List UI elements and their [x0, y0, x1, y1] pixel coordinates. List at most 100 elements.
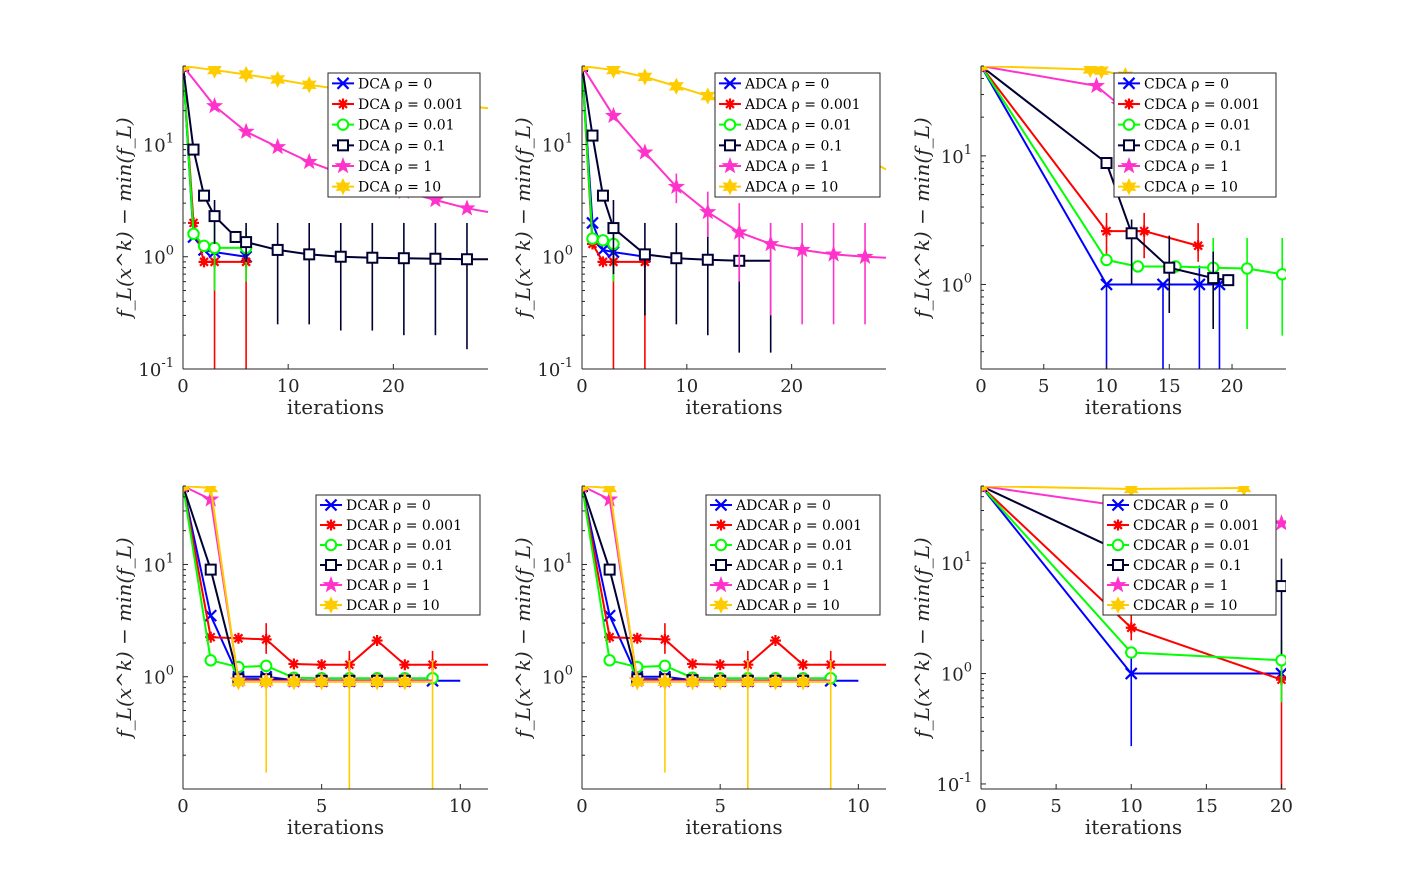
legend-label: CDCA ρ = 1 — [1144, 159, 1229, 175]
legend-box — [315, 494, 481, 616]
legend-item: DCAR ρ = 0.001 — [320, 518, 462, 534]
legend-label: DCA ρ = 0.1 — [358, 138, 446, 154]
data-point — [1100, 278, 1113, 291]
legend-marker — [724, 98, 736, 110]
legend-marker — [1110, 596, 1126, 614]
legend-item: DCA ρ = 1 — [332, 157, 432, 175]
legend-marker — [1111, 538, 1125, 552]
data-point — [602, 486, 618, 497]
x-tick-label: 0 — [576, 376, 587, 397]
data-point — [237, 122, 255, 139]
data-point — [825, 245, 843, 262]
data-point — [1087, 76, 1106, 94]
plot-series — [582, 66, 886, 369]
legend-box — [1102, 494, 1277, 616]
x-tick-label: 10 — [277, 376, 300, 397]
x-axis-label: iterations — [1085, 815, 1182, 839]
series-line — [183, 486, 433, 680]
data-point — [712, 673, 728, 691]
legend-item: ADCAR ρ = 0.001 — [710, 518, 862, 534]
x-tick-label: 5 — [1038, 376, 1049, 397]
panel-adcar: 0 5 10 100 101 iterations f_L(x^k) − min(f_L) A… — [511, 485, 886, 839]
data-point — [240, 236, 253, 249]
data-point — [183, 66, 191, 75]
legend-box — [714, 72, 881, 198]
series-dcar-5 — [183, 486, 434, 789]
legend-marker — [1112, 519, 1124, 531]
data-point — [604, 106, 622, 124]
data-point — [638, 248, 651, 261]
data-point — [797, 659, 809, 671]
data-point — [366, 251, 379, 264]
legend-item: DCA ρ = 10 — [332, 178, 441, 196]
data-point — [700, 87, 716, 105]
legend-marker — [712, 576, 730, 593]
data-point — [631, 632, 643, 644]
legend-marker — [334, 157, 352, 174]
data-point — [460, 253, 473, 266]
x-axis-label: iterations — [287, 815, 384, 839]
data-point — [607, 222, 620, 235]
y-axis-label: f_L(x^k) − min(f_L) — [511, 537, 535, 739]
legend-marker — [1122, 118, 1136, 131]
legend-marker — [324, 538, 338, 552]
data-point — [229, 230, 242, 243]
legend-label: DCA ρ = 0.001 — [358, 97, 463, 113]
x-tick-label: 0 — [975, 796, 986, 817]
legend-label: CDCAR ρ = 1 — [1133, 578, 1229, 594]
x-tick-label: 20 — [1270, 796, 1293, 817]
legend-label: DCAR ρ = 1 — [346, 578, 431, 594]
legend-marker — [723, 77, 737, 90]
y-tick-label: 101 — [941, 550, 972, 575]
legend: ADCAR ρ = 0 ADCAR ρ = 0.001 ADCAR ρ = 0.01… — [705, 494, 881, 616]
data-point — [259, 659, 273, 673]
legend-label: ADCAR ρ = 0.001 — [735, 518, 862, 534]
data-point — [582, 66, 590, 75]
data-point — [597, 256, 609, 268]
data-point — [685, 673, 701, 691]
data-point — [341, 673, 357, 691]
legend-label: ADCA ρ = 0.1 — [744, 138, 843, 154]
data-point — [629, 673, 645, 691]
series-cdca-0 — [981, 66, 1226, 369]
data-point — [793, 240, 811, 258]
legend-item: CDCA ρ = 0.01 — [1118, 118, 1251, 134]
x-tick-label: 5 — [714, 796, 725, 817]
legend-item: DCA ρ = 0.1 — [332, 138, 446, 154]
data-point — [601, 490, 619, 507]
legend-item: ADCA ρ = 10 — [719, 178, 838, 196]
legend-label: ADCA ρ = 10 — [744, 180, 838, 196]
data-point — [1240, 262, 1254, 275]
data-point — [187, 227, 200, 241]
legend-item: DCAR ρ = 0.1 — [320, 558, 444, 574]
data-point — [762, 234, 780, 252]
data-point — [198, 189, 211, 202]
series-dca-3 — [183, 66, 488, 350]
legend-marker — [323, 596, 339, 614]
legend-box — [1113, 72, 1277, 198]
data-point — [1094, 66, 1109, 80]
y-tick-label: 100 — [542, 664, 573, 689]
data-point — [1100, 157, 1113, 170]
legend-box — [327, 72, 481, 198]
legend-item: DCA ρ = 0.01 — [332, 118, 455, 134]
legend-marker — [324, 498, 338, 512]
y-tick-label: 10-1 — [537, 356, 573, 381]
legend-item: CDCA ρ = 0.001 — [1118, 97, 1260, 113]
legend-marker — [722, 178, 738, 196]
x-tick-label: 10 — [675, 376, 698, 397]
panel-dca: 0 10 20 10-1 100 101 iterations f_L(x^k) − min(… — [112, 65, 488, 419]
y-axis-label: f_L(x^k) − min(f_L) — [511, 117, 535, 319]
legend-item: CDCA ρ = 0 — [1118, 76, 1229, 92]
data-point — [426, 191, 444, 208]
legend-label: DCA ρ = 1 — [358, 159, 432, 175]
legend-item: DCAR ρ = 0 — [320, 498, 431, 514]
data-point — [769, 635, 781, 647]
data-point — [208, 210, 221, 223]
data-point — [596, 189, 609, 202]
data-point — [767, 673, 783, 691]
legend-item: ADCA ρ = 0 — [719, 76, 829, 92]
data-point — [429, 252, 442, 265]
data-point — [1082, 66, 1098, 79]
